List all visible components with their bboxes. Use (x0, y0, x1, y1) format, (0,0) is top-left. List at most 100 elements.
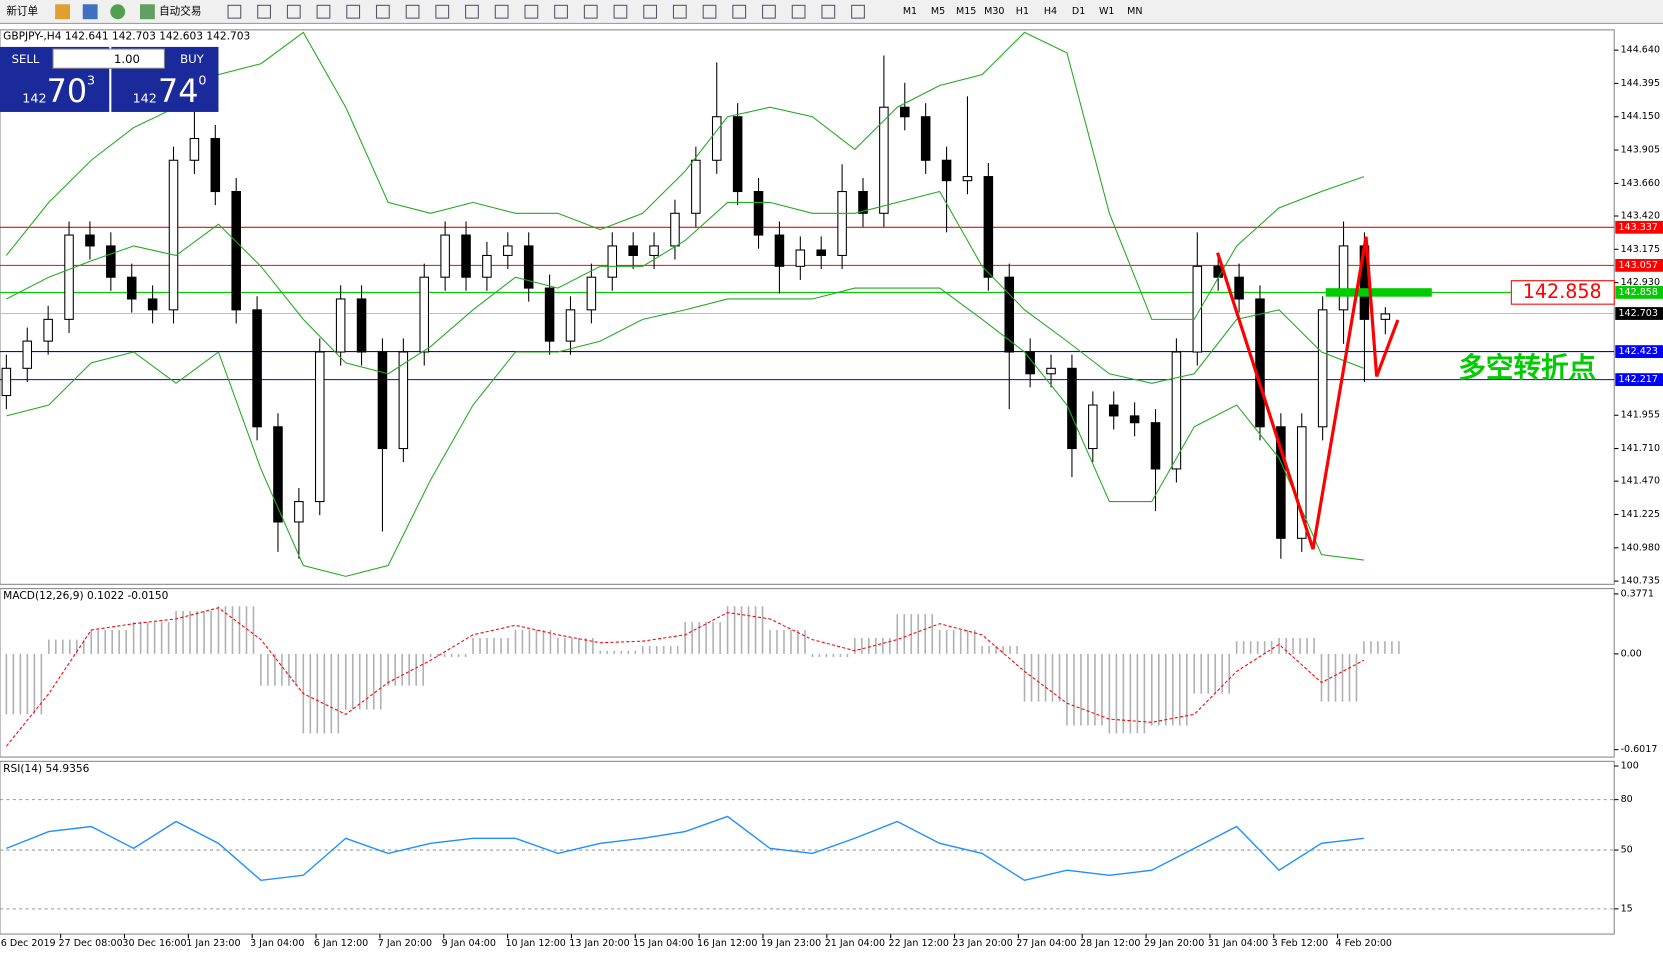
new-order[interactable]: 新订单 (6, 5, 38, 18)
x-tick-label: 3 Jan 04:00 (250, 938, 304, 949)
candle-body (1276, 426, 1286, 539)
y-tick-label: 15 (1621, 903, 1633, 914)
tool-icon[interactable] (791, 4, 806, 19)
sell-button[interactable]: SELL (12, 52, 40, 66)
rsi-line (6, 815, 1364, 882)
tool-icon[interactable] (286, 4, 301, 19)
level-label: 142.703 (1618, 308, 1657, 319)
tool-icon[interactable] (702, 4, 717, 19)
tool-icon[interactable] (316, 4, 331, 19)
candle-body (189, 137, 200, 161)
candle-body (294, 501, 304, 523)
toolbar (0, 0, 1663, 24)
period-button[interactable]: H1 (1016, 6, 1029, 17)
candle-body (356, 298, 367, 353)
candle-body (920, 116, 931, 161)
y-tick-label: 0.00 (1621, 648, 1642, 659)
tool-icon[interactable] (494, 4, 509, 19)
buy-frac: 0 (198, 74, 206, 89)
x-tick-label: 28 Jan 12:00 (1080, 938, 1140, 949)
icon[interactable] (82, 4, 98, 20)
y-tick-label: 144.395 (1621, 78, 1660, 89)
band-middle (6, 190, 1365, 384)
candle-body (1380, 313, 1391, 320)
level-label: 142.858 (1618, 287, 1657, 298)
auto-trade[interactable]: 自动交易 (159, 5, 201, 18)
sell-pips: 70 (47, 72, 87, 110)
y-tick-label: 143.420 (1621, 211, 1660, 222)
x-tick-label: 31 Jan 04:00 (1208, 938, 1268, 949)
candle-body (1338, 245, 1349, 311)
candle-body (273, 426, 283, 523)
level-label-bg (1615, 286, 1663, 299)
tool-icon[interactable] (405, 4, 420, 19)
tool-icon[interactable] (465, 4, 479, 19)
x-tick-label: 7 Jan 20:00 (378, 938, 432, 949)
tool-icon[interactable] (524, 4, 539, 19)
y-tick-label: 141.710 (1621, 443, 1660, 454)
x-tick-label: 6 Jan 12:00 (314, 938, 368, 949)
tool-icon[interactable] (435, 4, 450, 19)
tool-icon[interactable] (346, 4, 361, 19)
period-button[interactable]: M1 (903, 6, 917, 17)
macd-signal (5, 607, 1365, 747)
tool-icon[interactable] (762, 4, 776, 19)
rsi-title: RSI(14) 54.9356 (3, 762, 89, 775)
lot[interactable]: 1.00 (114, 52, 140, 66)
candle-body (377, 351, 388, 450)
period-button[interactable]: M5 (931, 6, 945, 17)
candle-body (962, 176, 973, 182)
tool-icon[interactable] (643, 4, 658, 19)
icon[interactable] (139, 4, 155, 20)
tool-icon[interactable] (672, 4, 687, 19)
candle-body (419, 276, 430, 353)
y-tick-label: 140.735 (1621, 576, 1660, 587)
candle-body (732, 116, 743, 193)
tool-icon[interactable] (257, 4, 271, 19)
candle-body (1317, 309, 1328, 428)
tool-icon[interactable] (821, 4, 836, 19)
period-button[interactable]: MN (1127, 6, 1142, 17)
candle-body (440, 234, 450, 278)
icon[interactable] (55, 4, 70, 20)
tool-icon[interactable] (554, 4, 568, 19)
tool-icon[interactable] (851, 4, 865, 19)
lot-input[interactable] (52, 48, 165, 69)
candle-body (482, 254, 492, 278)
candle-body (22, 340, 33, 369)
candle-body (503, 245, 513, 256)
y-tick-label: 141.470 (1621, 476, 1660, 487)
candle-body (691, 159, 701, 214)
x-tick-label: 23 Jan 20:00 (952, 938, 1012, 949)
candle-body (1150, 422, 1161, 470)
candle-body (1129, 415, 1140, 424)
period-button[interactable]: M30 (984, 6, 1004, 17)
period-button[interactable]: W1 (1099, 6, 1115, 17)
y-tick-label: 143.905 (1621, 145, 1660, 156)
candle-body (147, 298, 158, 311)
tool-icon[interactable] (227, 4, 242, 19)
period-button[interactable]: H4 (1044, 6, 1057, 17)
buy-button[interactable]: BUY (180, 52, 205, 66)
toolbar-icons: M1 M5 M15 M30 H1 H4 D1 W1 MN (227, 4, 1143, 19)
tool-icon[interactable] (375, 4, 390, 19)
tool-icon[interactable] (613, 4, 628, 19)
tool-icon[interactable] (732, 4, 747, 19)
candle-body (168, 159, 179, 311)
tool-icon[interactable] (583, 4, 598, 19)
buy-pips: 74 (158, 72, 198, 110)
period-button[interactable]: D1 (1072, 6, 1085, 17)
x-tick-label: 29 Jan 20:00 (1144, 938, 1204, 949)
period-button[interactable]: M15 (956, 6, 976, 17)
x-tick-label: 3 Feb 12:00 (1272, 938, 1329, 949)
candle-body (565, 309, 576, 342)
candle-body (586, 276, 597, 311)
candle-body (1108, 404, 1119, 417)
x-tick-label: 27 Jan 04:00 (1016, 938, 1076, 949)
x-tick-label: 1 Jan 23:00 (186, 938, 240, 949)
level-label: 143.057 (1618, 260, 1657, 271)
candle-body (816, 249, 826, 256)
icon[interactable] (110, 4, 126, 20)
x-tick-label: 27 Dec 08:00 (59, 938, 123, 949)
level-label: 143.337 (1618, 222, 1657, 233)
